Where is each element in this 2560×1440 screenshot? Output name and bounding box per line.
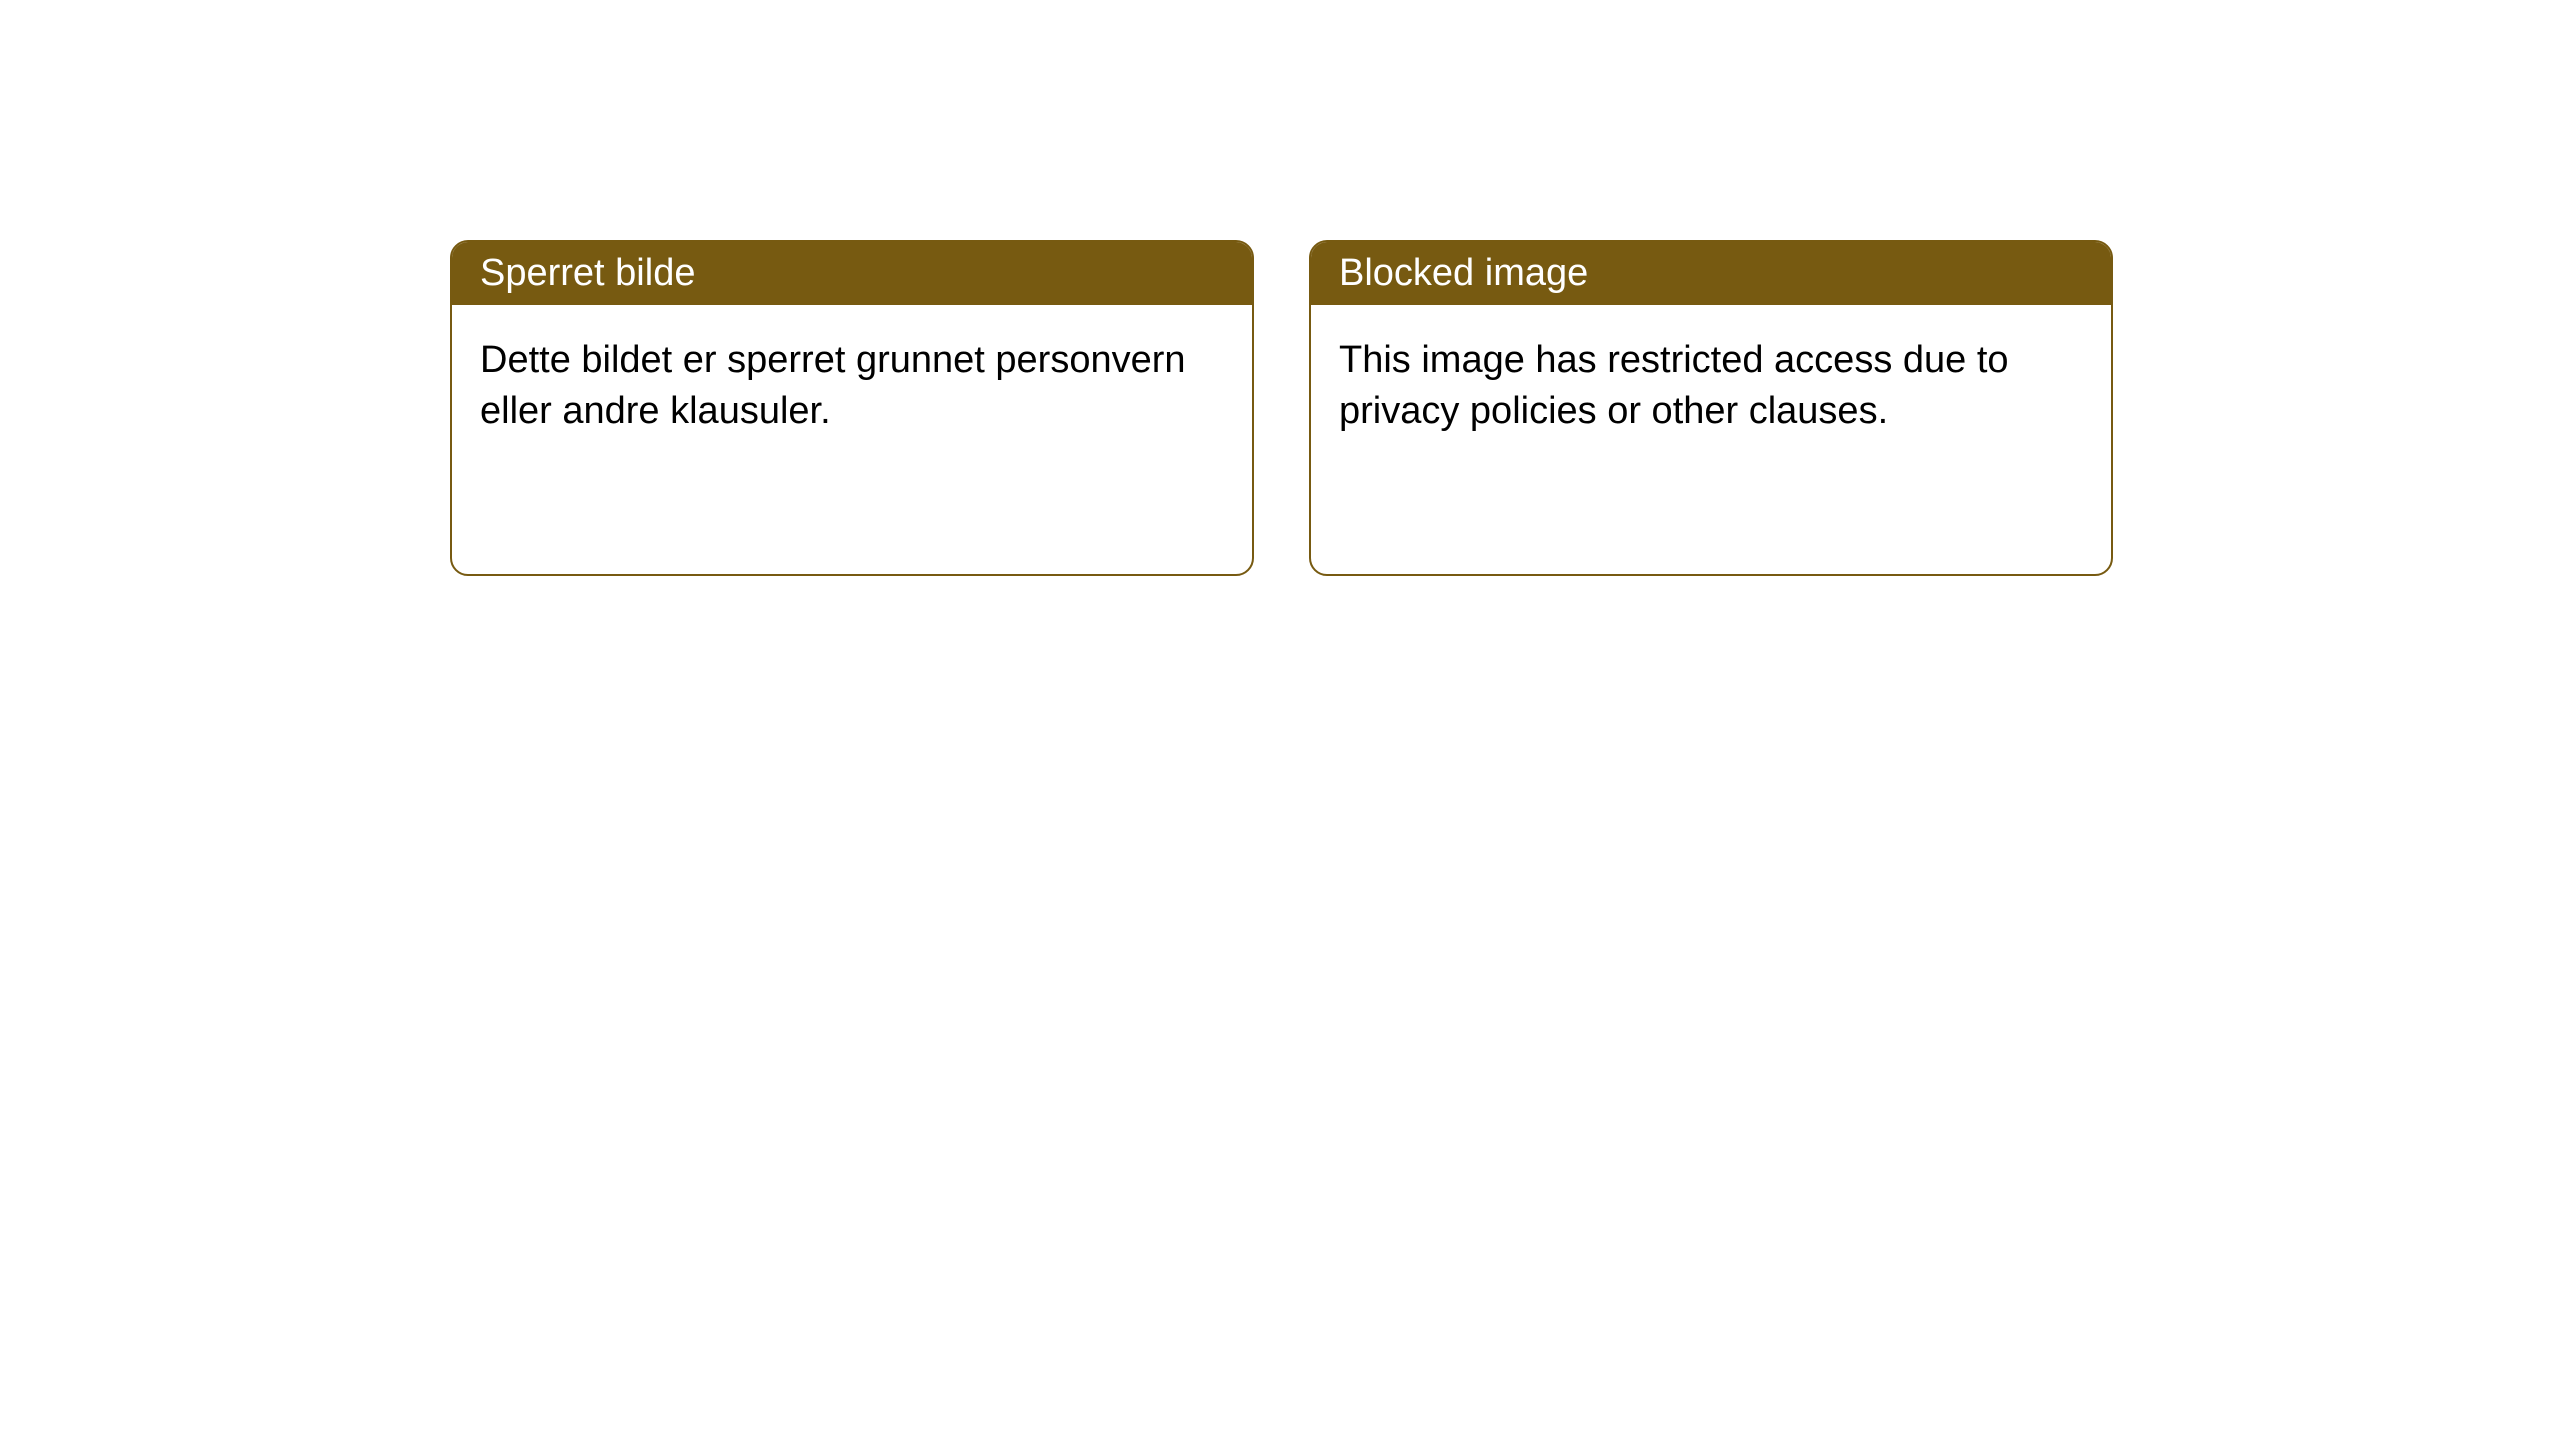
notice-body: This image has restricted access due to … — [1311, 305, 2111, 468]
notice-body: Dette bildet er sperret grunnet personve… — [452, 305, 1252, 468]
notice-text: Dette bildet er sperret grunnet personve… — [480, 339, 1186, 432]
notice-header: Sperret bilde — [452, 242, 1252, 305]
blocked-image-notices: Sperret bilde Dette bildet er sperret gr… — [450, 240, 2560, 576]
notice-title: Sperret bilde — [480, 252, 695, 294]
notice-header: Blocked image — [1311, 242, 2111, 305]
notice-text: This image has restricted access due to … — [1339, 339, 2009, 432]
notice-card-english: Blocked image This image has restricted … — [1309, 240, 2113, 576]
notice-card-norwegian: Sperret bilde Dette bildet er sperret gr… — [450, 240, 1254, 576]
notice-title: Blocked image — [1339, 252, 1588, 294]
